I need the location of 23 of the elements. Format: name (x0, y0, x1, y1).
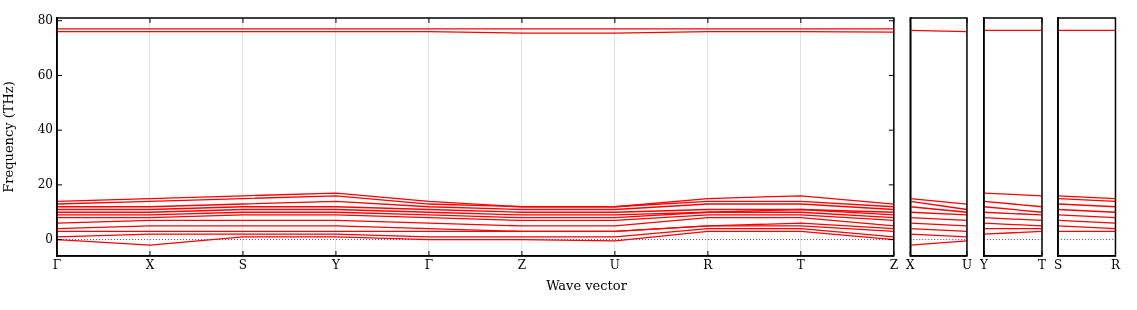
x-tick-label: U (961, 258, 973, 273)
x-axis-title: Wave vector (546, 278, 627, 293)
x-tick-label: Γ (52, 258, 62, 273)
x-tick-label: Y (330, 258, 341, 273)
x-tick-label: U (609, 258, 620, 273)
x-tick-label: Z (517, 258, 527, 273)
y-tick-label: 80 (37, 12, 53, 27)
x-tick-label: R (703, 258, 714, 273)
y-tick-label: 0 (45, 231, 53, 246)
x-tick-label: Y (979, 258, 989, 273)
x-tick-label: Z (889, 258, 898, 273)
x-tick-label: X (145, 258, 155, 273)
y-tick-label: 60 (37, 67, 53, 82)
y-axis-title: Frequency (THz) (1, 81, 17, 193)
y-tick-label: 40 (37, 122, 53, 137)
x-tick-label: S (238, 258, 248, 273)
x-tick-label: X (906, 258, 915, 273)
x-tick-label: T (1037, 258, 1047, 273)
x-tick-label: S (1053, 258, 1063, 273)
x-tick-label: R (1110, 258, 1121, 273)
y-tick-label: 20 (37, 177, 53, 191)
x-tick-label: Γ (424, 258, 434, 273)
x-tick-label: T (796, 258, 805, 273)
